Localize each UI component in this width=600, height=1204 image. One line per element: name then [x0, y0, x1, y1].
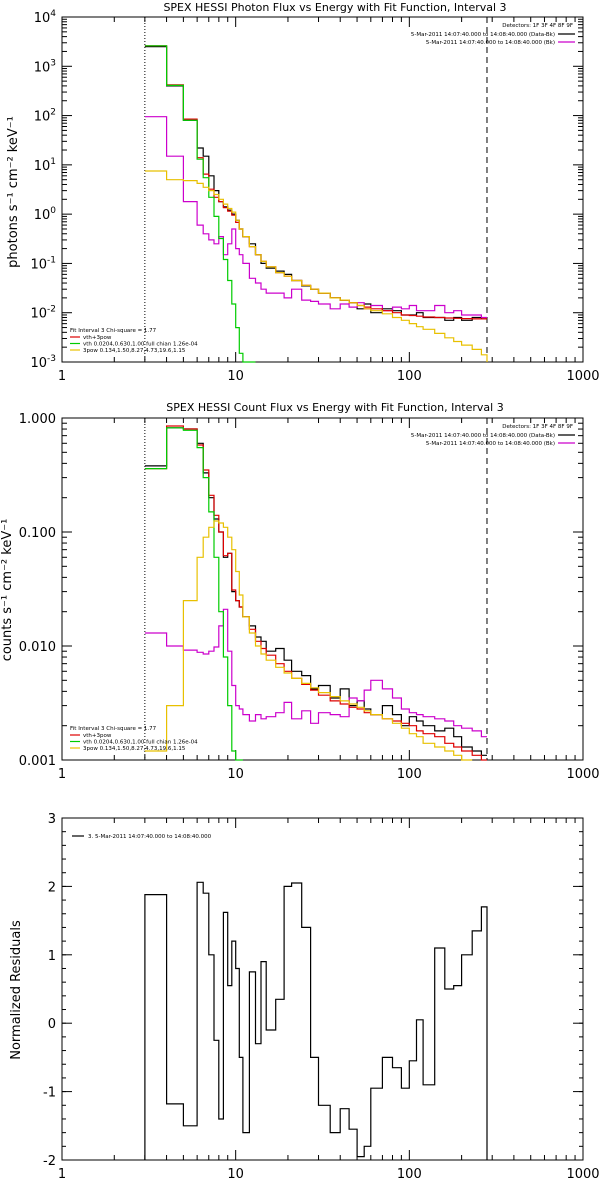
legend-detectors: Detectors: 1F 3F 4F 8F 9F — [502, 424, 573, 430]
x-tick-label: 10 — [227, 369, 244, 384]
series-line-vth — [144, 427, 243, 761]
x-tick-label: 1000 — [566, 369, 599, 384]
x-tick-label: 100 — [397, 767, 422, 782]
panel1-ylabel: photons s⁻¹ cm⁻² keV⁻¹ — [6, 116, 21, 268]
legend-left-entry: vth 0.0204,0.630,1.00 full chian 1.26e-0… — [83, 342, 198, 348]
panel2-title: SPEX HESSI Count Flux vs Energy with Fit… — [166, 401, 503, 414]
panel1-plot: 1 10 100 1000 10-3 10-2 10-1 100 101 102 103 104 Det… — [30, 9, 599, 384]
y-tick-label: 3 — [48, 812, 56, 827]
series-line-vth-3pow — [144, 425, 487, 761]
legend-fit-header: Fit Interval 3 Chi-square = 1.77 — [70, 328, 157, 334]
legend-fit-header: Fit Interval 3 Chi-square = 1.77 — [70, 726, 157, 732]
legend-left-entry: 3pow 0.134,1.50,8.27,4.73,19.6,1.15 — [83, 348, 186, 354]
x-tick-label: 100 — [397, 369, 422, 384]
x-tick-label: 1000 — [566, 1167, 599, 1182]
y-tick-label: 101 — [34, 157, 56, 174]
y-tick-label: 104 — [34, 9, 57, 26]
series-line-vth — [144, 45, 256, 363]
y-tick-label: 10-3 — [30, 354, 56, 371]
panel3-plot: 1 10 100 1000 -2 -1 0 1 2 3 3. 5-Mar-2011 14:07:40… — [43, 812, 600, 1182]
series-line-3pow — [144, 170, 488, 362]
panel2-ylabel: counts s⁻¹ cm⁻² keV⁻¹ — [0, 519, 15, 662]
series-line-residuals — [144, 881, 488, 1160]
legend-detectors: Detectors: 1F 3F 4F 8F 9F — [502, 23, 573, 29]
panel2-plot: 1 10 100 1000 0.001 0.010 0.100 1.000 Detectors:… — [19, 412, 600, 782]
y-tick-label: 0.010 — [19, 640, 56, 655]
y-tick-label: 1.000 — [19, 412, 56, 427]
series-line-bk — [144, 116, 487, 319]
y-tick-label: 0.100 — [19, 526, 56, 541]
series-line-bk — [144, 608, 487, 738]
y-tick-label: 10-2 — [30, 305, 56, 322]
y-tick-label: -1 — [43, 1086, 56, 1101]
y-tick-label: -2 — [43, 1154, 56, 1169]
legend-left-entry: vth+3pow — [83, 733, 112, 739]
x-tick-label: 1 — [58, 369, 66, 384]
panel3-ylabel: Normalized Residuals — [9, 920, 24, 1060]
legend-right-entry: 5-Mar-2011 14:07:40.000 to 14:08:40.000 … — [426, 441, 555, 447]
series-line-3pow — [144, 520, 473, 761]
panel2-axes-frame — [61, 417, 584, 761]
y-tick-label: 1 — [48, 949, 56, 964]
legend-left-entry: vth 0.0204,0.630,1.00 full chian 1.26e-0… — [83, 740, 198, 746]
legend-right-entry: 5-Mar-2011 14:07:40.000 to 14:08:40.000 … — [411, 32, 555, 38]
y-tick-label: 0 — [48, 1017, 56, 1032]
series-line-vth-3pow — [144, 45, 487, 320]
x-tick-label: 100 — [397, 1167, 422, 1182]
x-tick-label: 10 — [227, 1167, 244, 1182]
y-tick-label: 100 — [34, 206, 57, 223]
y-tick-label: 0.001 — [19, 754, 56, 769]
y-tick-label: 102 — [34, 108, 56, 125]
legend-left-entry: vth+3pow — [83, 335, 112, 341]
legend-left-entry: 3pow 0.134,1.50,8.27,4.73,19.6,1.15 — [83, 746, 186, 752]
x-tick-label: 1 — [58, 767, 66, 782]
panel1-axes-frame — [61, 16, 584, 363]
series-line-data-bk — [144, 427, 487, 756]
x-tick-label: 10 — [227, 767, 244, 782]
series-line-data-bk — [144, 46, 487, 321]
legend-right-entry: 5-Mar-2011 14:07:40.000 to 14:08:40.000 … — [426, 40, 555, 46]
panel3-axes-frame — [61, 817, 584, 1161]
x-tick-label: 1 — [58, 1167, 66, 1182]
y-tick-label: 10-1 — [30, 255, 56, 272]
x-tick-label: 1000 — [566, 767, 599, 782]
legend-right-entry: 5-Mar-2011 14:07:40.000 to 14:08:40.000 … — [411, 433, 555, 439]
panel1-title: SPEX HESSI Photon Flux vs Energy with Fi… — [163, 1, 506, 14]
y-tick-label: 103 — [34, 58, 56, 75]
y-tick-label: 2 — [48, 880, 56, 895]
legend-entry: 3. 5-Mar-2011 14:07:40.000 to 14:08:40.0… — [88, 834, 212, 840]
